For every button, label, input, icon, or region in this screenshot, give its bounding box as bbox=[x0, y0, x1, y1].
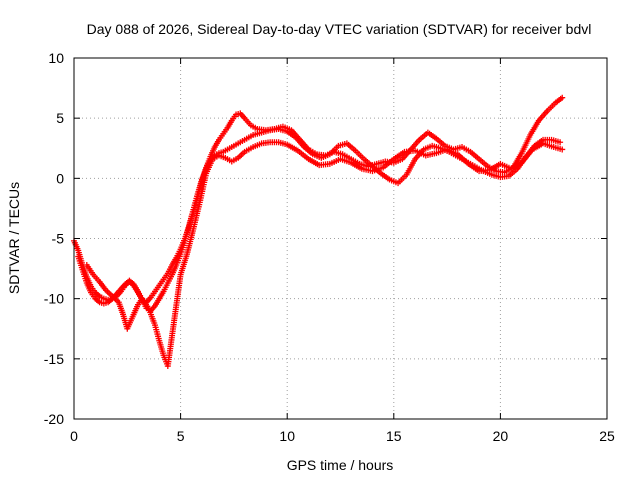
chart-title: Day 088 of 2026, Sidereal Day-to-day VTE… bbox=[87, 21, 592, 37]
data-point bbox=[559, 146, 566, 153]
y-tick-label: -15 bbox=[44, 351, 64, 367]
x-tick-label: 0 bbox=[70, 428, 78, 444]
x-tick-label: 5 bbox=[177, 428, 185, 444]
x-tick-label: 15 bbox=[386, 428, 402, 444]
series-track-2 bbox=[75, 125, 564, 314]
y-tick-label: 10 bbox=[48, 50, 64, 66]
y-tick-label: -5 bbox=[52, 231, 65, 247]
x-tick-label: 10 bbox=[279, 428, 295, 444]
grid-lines bbox=[74, 58, 607, 419]
y-tick-label: 0 bbox=[56, 170, 64, 186]
y-tick-label: 5 bbox=[56, 110, 64, 126]
axis-ticks bbox=[73, 57, 608, 420]
data-point bbox=[557, 139, 564, 146]
series-track-3 bbox=[83, 139, 566, 370]
x-tick-label: 20 bbox=[493, 428, 509, 444]
x-tick-label: 25 bbox=[599, 428, 615, 444]
y-tick-label: -20 bbox=[44, 411, 64, 427]
y-axis-label: SDTVAR / TECUs bbox=[6, 182, 22, 294]
y-tick-labels: -20 -15 -10 -5 0 5 10 bbox=[44, 50, 64, 427]
y-tick-label: -10 bbox=[44, 291, 64, 307]
series-track-1 bbox=[71, 94, 566, 306]
data-point bbox=[559, 94, 566, 101]
data-points bbox=[71, 94, 566, 370]
plot-frame bbox=[73, 57, 608, 420]
x-tick-labels: 0 5 10 15 20 25 bbox=[70, 428, 615, 444]
x-axis-label: GPS time / hours bbox=[287, 457, 394, 473]
